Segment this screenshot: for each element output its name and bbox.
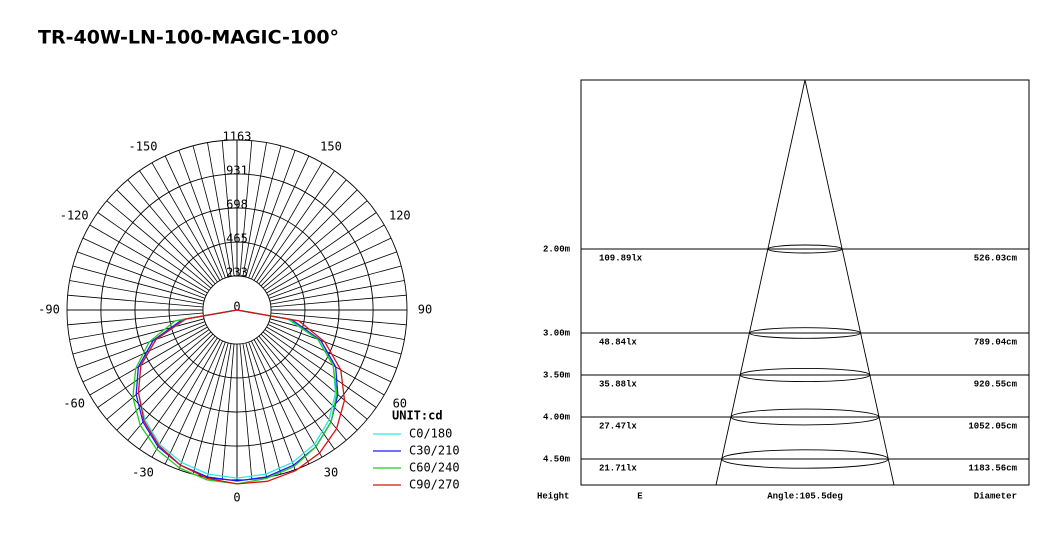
ring [134,207,340,413]
angle-label: 0 [233,491,240,505]
cone-edge [804,79,895,486]
height-label: 3.00m [543,328,571,338]
diameter-label: 920.55cm [974,379,1018,389]
beam-ellipse [739,367,871,383]
beam-ellipse [721,449,889,469]
unit-label: UNIT:cd [392,409,443,423]
footer-label: Diameter [974,491,1017,501]
height-label: 4.00m [543,412,571,422]
cone-edge [715,79,806,486]
title: TR-40W-LN-100-MAGIC-100° [38,27,339,49]
angle-label: -120 [60,209,89,223]
lux-label: 27.47lx [599,421,637,431]
legend-label: C90/270 [409,478,460,492]
curve [135,309,339,482]
diameter-label: 1183.56cm [968,463,1017,473]
footer-label: Height [537,491,569,501]
ring-label: 931 [226,163,248,177]
angle-label: -150 [129,140,158,154]
lux-label: 21.71lx [599,463,637,473]
angle-label: 150 [320,140,342,154]
footer-label: E [637,491,643,501]
angle-label: 60 [393,397,407,411]
legend-label: C0/180 [409,427,452,441]
angle-label: -90 [38,303,60,317]
height-label: 3.50m [543,370,571,380]
ring-label: 465 [226,232,248,246]
ring [66,139,408,481]
ring [168,241,306,379]
angle-label: -60 [63,397,85,411]
beam-ellipse [748,327,862,339]
legend-label: C60/240 [409,461,460,475]
diameter-label: 526.03cm [974,253,1018,263]
beam-frame [580,79,1030,486]
angle-label: 30 [324,465,338,479]
beam-ellipse [767,244,843,254]
ring-label: 0 [233,300,240,314]
angle-label: 120 [389,209,411,223]
legend-label: C30/210 [409,444,460,458]
ring-label: 1163 [223,130,252,144]
height-label: 4.50m [543,454,571,464]
lux-label: 48.84lx [599,337,637,347]
height-label: 2.00m [543,244,571,254]
ring-label: 233 [226,265,248,279]
curve [137,309,346,485]
angle-label: -30 [132,465,154,479]
lux-label: 109.89lx [599,253,643,263]
angle-label: 90 [418,303,432,317]
ring [100,173,374,447]
footer-label: Angle:105.5deg [767,491,843,501]
lux-label: 35.88lx [599,379,637,389]
ring-label: 698 [226,197,248,211]
diameter-label: 1052.05cm [968,421,1017,431]
diameter-label: 789.04cm [974,337,1018,347]
beam-ellipse [730,408,880,426]
